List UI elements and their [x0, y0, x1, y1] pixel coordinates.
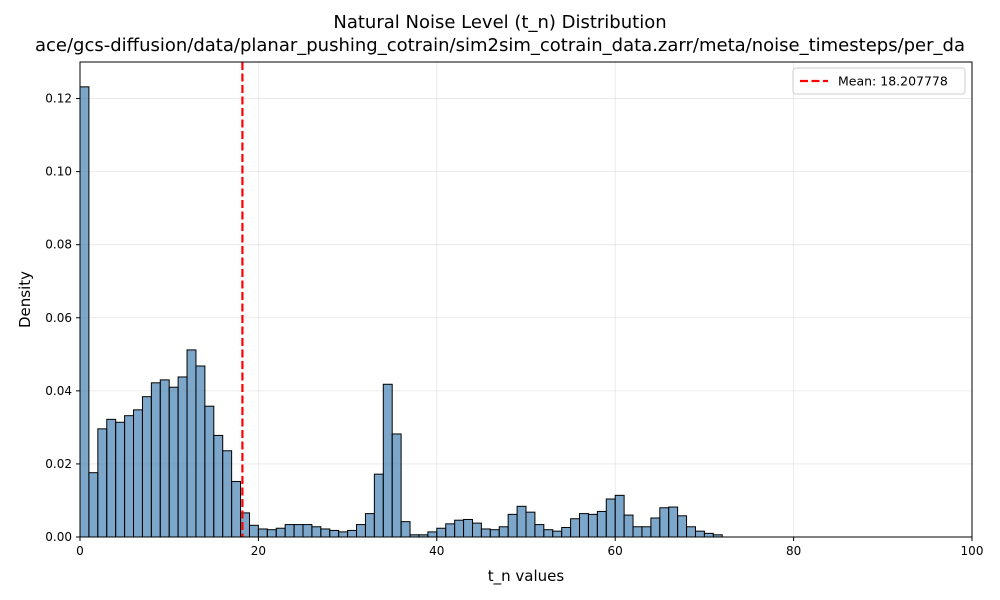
chart-subtitle: ace/gcs-diffusion/data/planar_pushing_co…	[34, 35, 965, 56]
histogram-bar	[454, 519, 465, 538]
histogram-bar	[338, 531, 349, 538]
histogram-bar	[445, 523, 456, 538]
histogram-bar	[480, 528, 491, 538]
histogram-bar	[579, 513, 589, 538]
x-tick-label: 40	[429, 544, 444, 558]
histogram-bar	[150, 382, 161, 538]
histogram-bar	[677, 515, 688, 538]
histogram-bar	[88, 472, 99, 538]
plot-frame	[79, 61, 973, 538]
histogram-bar	[641, 526, 652, 538]
legend-label-mean: Mean: 18.207778	[838, 74, 948, 89]
histogram-bar	[507, 513, 518, 538]
histogram-bar	[222, 450, 233, 538]
histogram-bar	[471, 522, 482, 538]
x-axis-ticks: 0 20 40 60 80 100	[76, 537, 983, 558]
histogram-bar	[124, 415, 135, 538]
histogram-bar	[614, 494, 625, 538]
histogram-bar	[516, 505, 527, 538]
histogram-bar	[168, 386, 179, 538]
histogram-bar	[204, 405, 215, 538]
histogram-bar	[329, 529, 340, 538]
histogram-bar	[347, 529, 358, 538]
histogram-bar	[650, 517, 661, 538]
histogram-bar	[364, 513, 375, 538]
y-axis-label: Density	[16, 271, 34, 328]
histogram-bar	[311, 526, 322, 538]
x-axis-label: t_n values	[488, 567, 565, 586]
legend-box	[792, 67, 966, 95]
y-tick-label: 0.06	[45, 311, 72, 325]
x-tick-label: 100	[961, 544, 984, 558]
histogram-bar	[275, 527, 286, 538]
histogram-bar	[703, 532, 714, 538]
y-axis-ticks: 0.00 0.02 0.04 0.06 0.08 0.10 0.12	[45, 92, 80, 544]
histogram-bar	[543, 529, 554, 538]
histogram-bar	[115, 421, 126, 538]
y-tick-label: 0.12	[45, 92, 72, 106]
histogram-bar	[356, 524, 366, 538]
histogram-bar	[436, 527, 447, 538]
histogram-bar	[293, 524, 304, 538]
histogram-bar	[391, 433, 402, 538]
histogram-bar	[248, 524, 259, 538]
histogram-bar	[596, 510, 607, 538]
histogram-bar	[97, 428, 108, 538]
histogram-bars	[79, 86, 723, 538]
histogram-bar	[427, 531, 438, 538]
histogram-bar	[284, 524, 295, 538]
histogram-bar	[159, 379, 170, 538]
histogram-bar	[257, 528, 268, 538]
histogram-bar	[177, 376, 188, 538]
histogram-bar	[587, 513, 598, 538]
histogram-bar	[213, 434, 224, 538]
histogram-bar	[605, 498, 616, 538]
chart-title: Natural Noise Level (t_n) Distribution	[333, 12, 667, 33]
histogram-bar	[231, 480, 242, 538]
histogram-bar	[659, 507, 670, 538]
histogram-bar	[320, 528, 331, 538]
histogram-bar	[570, 518, 581, 538]
histogram-bar	[489, 529, 500, 538]
histogram-bar	[525, 511, 536, 538]
x-tick-label: 60	[608, 544, 623, 558]
histogram-bar	[694, 530, 705, 538]
y-tick-label: 0.04	[45, 384, 72, 398]
y-tick-label: 0.00	[45, 530, 72, 544]
histogram-bar	[382, 383, 393, 538]
histogram-bar	[498, 526, 509, 538]
histogram-bar	[106, 418, 117, 538]
histogram-bar	[686, 526, 696, 538]
y-tick-label: 0.02	[45, 457, 72, 471]
histogram-bar	[141, 396, 152, 538]
histogram-bar	[133, 409, 143, 538]
histogram-bar	[623, 514, 634, 538]
x-tick-label: 0	[76, 544, 84, 558]
histogram-bar	[373, 473, 384, 538]
x-tick-label: 20	[251, 544, 266, 558]
histogram-bar	[463, 518, 473, 538]
histogram-bar	[186, 349, 197, 538]
histogram-bar	[561, 527, 572, 538]
y-tick-label: 0.10	[45, 165, 72, 179]
histogram-bar	[534, 524, 545, 538]
legend: Mean: 18.207778	[792, 67, 966, 95]
histogram-bar	[195, 365, 206, 538]
histogram-bar	[302, 524, 313, 538]
histogram-bar	[552, 530, 563, 538]
histogram-bar	[266, 529, 277, 538]
x-tick-label: 80	[786, 544, 801, 558]
histogram-bar	[400, 521, 411, 538]
histogram-bar	[632, 526, 643, 538]
histogram-bar	[79, 86, 90, 538]
y-tick-label: 0.08	[45, 238, 72, 252]
histogram-bar	[668, 506, 679, 538]
